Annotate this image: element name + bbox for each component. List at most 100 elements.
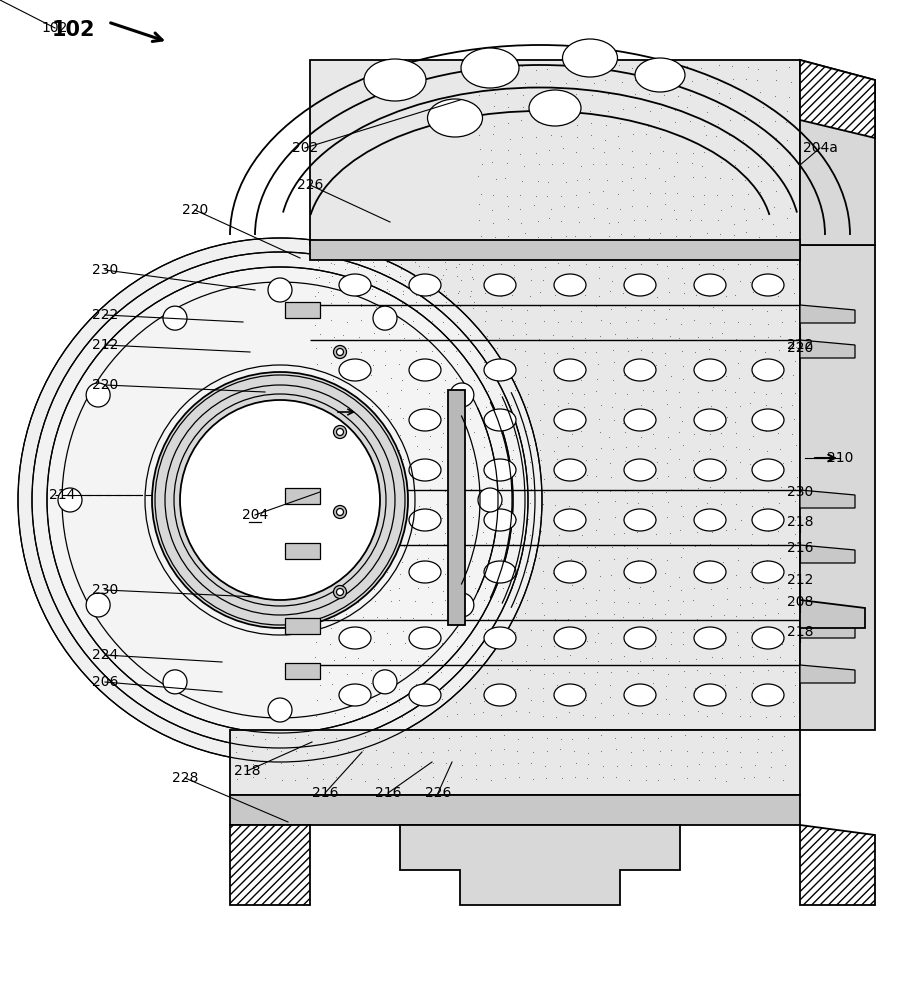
Polygon shape	[799, 825, 874, 905]
Polygon shape	[284, 488, 320, 504]
Ellipse shape	[623, 684, 656, 706]
Polygon shape	[284, 618, 320, 634]
Ellipse shape	[483, 409, 516, 431]
Polygon shape	[284, 302, 320, 318]
Ellipse shape	[339, 627, 370, 649]
Ellipse shape	[694, 459, 725, 481]
Ellipse shape	[483, 509, 516, 531]
Ellipse shape	[408, 274, 441, 296]
Polygon shape	[799, 340, 854, 358]
Ellipse shape	[339, 684, 370, 706]
Ellipse shape	[86, 593, 110, 617]
Ellipse shape	[623, 409, 656, 431]
Circle shape	[180, 400, 379, 600]
Polygon shape	[799, 305, 854, 323]
Text: 212: 212	[92, 338, 118, 352]
Ellipse shape	[751, 509, 783, 531]
Circle shape	[152, 372, 407, 628]
Ellipse shape	[58, 488, 82, 512]
Ellipse shape	[751, 627, 783, 649]
Ellipse shape	[333, 506, 346, 518]
Polygon shape	[284, 663, 320, 679]
Text: 230: 230	[786, 485, 812, 499]
Ellipse shape	[408, 359, 441, 381]
Ellipse shape	[751, 684, 783, 706]
Ellipse shape	[634, 58, 684, 92]
Text: 216: 216	[312, 786, 338, 800]
Polygon shape	[799, 60, 874, 245]
Text: 208: 208	[786, 595, 813, 609]
Text: 220: 220	[92, 378, 118, 392]
Polygon shape	[799, 245, 874, 730]
Ellipse shape	[461, 48, 518, 88]
Ellipse shape	[373, 670, 396, 694]
Text: 218: 218	[786, 625, 813, 639]
Ellipse shape	[751, 274, 783, 296]
Polygon shape	[799, 490, 854, 508]
Ellipse shape	[339, 561, 370, 583]
Ellipse shape	[408, 627, 441, 649]
Ellipse shape	[408, 509, 441, 531]
Text: 216: 216	[786, 541, 813, 555]
Ellipse shape	[408, 409, 441, 431]
Text: 102: 102	[42, 21, 68, 35]
Ellipse shape	[554, 359, 585, 381]
Ellipse shape	[478, 488, 501, 512]
Ellipse shape	[427, 99, 482, 137]
Ellipse shape	[483, 561, 516, 583]
Ellipse shape	[694, 274, 725, 296]
Text: 204: 204	[242, 508, 268, 522]
Ellipse shape	[554, 509, 585, 531]
Ellipse shape	[450, 593, 473, 617]
Polygon shape	[310, 245, 799, 730]
Polygon shape	[799, 620, 854, 638]
Polygon shape	[799, 600, 864, 628]
Text: 222: 222	[92, 308, 118, 322]
Polygon shape	[310, 240, 799, 260]
Text: 202: 202	[292, 141, 318, 155]
Ellipse shape	[339, 509, 370, 531]
Ellipse shape	[364, 59, 425, 101]
Ellipse shape	[483, 459, 516, 481]
Polygon shape	[399, 825, 679, 905]
Polygon shape	[799, 665, 854, 683]
Polygon shape	[310, 60, 799, 245]
Text: 230: 230	[92, 263, 118, 277]
Ellipse shape	[623, 509, 656, 531]
Ellipse shape	[339, 459, 370, 481]
Ellipse shape	[336, 428, 343, 436]
Ellipse shape	[554, 627, 585, 649]
Ellipse shape	[554, 409, 585, 431]
Polygon shape	[448, 390, 464, 625]
Polygon shape	[229, 795, 799, 825]
Ellipse shape	[623, 561, 656, 583]
Ellipse shape	[339, 274, 370, 296]
Text: 210: 210	[826, 451, 852, 465]
Ellipse shape	[623, 627, 656, 649]
Text: 226: 226	[424, 786, 451, 800]
Text: 220: 220	[786, 341, 812, 355]
Text: 218: 218	[234, 764, 260, 778]
Ellipse shape	[554, 684, 585, 706]
Ellipse shape	[336, 508, 343, 516]
Circle shape	[32, 252, 527, 748]
Ellipse shape	[562, 39, 617, 77]
Ellipse shape	[373, 306, 396, 330]
Ellipse shape	[336, 588, 343, 595]
Polygon shape	[229, 730, 799, 795]
Polygon shape	[799, 545, 854, 563]
Ellipse shape	[554, 561, 585, 583]
Ellipse shape	[554, 459, 585, 481]
Ellipse shape	[267, 278, 292, 302]
Polygon shape	[229, 825, 310, 905]
Ellipse shape	[336, 349, 343, 356]
Text: 226: 226	[296, 178, 323, 192]
Ellipse shape	[694, 359, 725, 381]
Ellipse shape	[339, 359, 370, 381]
Ellipse shape	[86, 383, 110, 407]
Text: 206: 206	[92, 675, 118, 689]
Ellipse shape	[483, 684, 516, 706]
Ellipse shape	[333, 426, 346, 438]
Polygon shape	[799, 60, 874, 138]
Ellipse shape	[751, 409, 783, 431]
